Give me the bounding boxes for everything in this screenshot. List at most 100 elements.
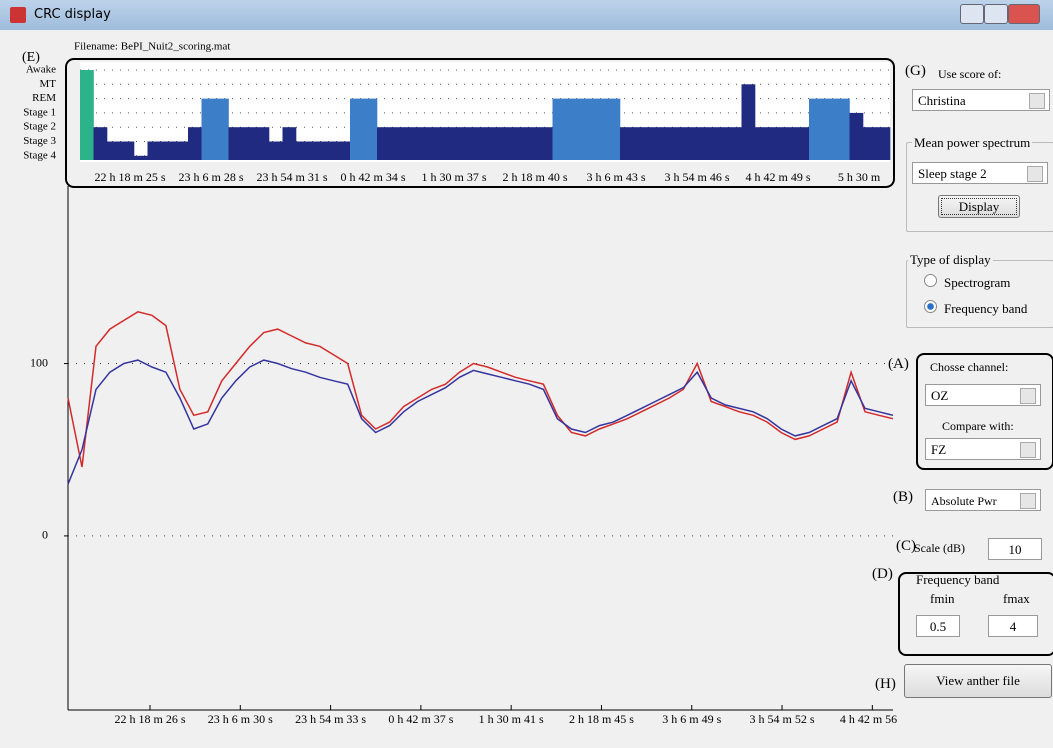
series-line [67, 359, 894, 485]
stage-bar [593, 98, 607, 160]
stage-bar [809, 98, 823, 160]
stage-bar [660, 127, 675, 160]
stage-bar [404, 127, 418, 160]
view-file-button[interactable]: View anther file [904, 664, 1052, 698]
stage-bar [336, 141, 351, 160]
close-button[interactable] [1008, 4, 1040, 24]
stage-bar [701, 127, 715, 160]
maximize-button[interactable] [984, 4, 1008, 24]
stage-bar [498, 127, 513, 160]
stage-bar [323, 141, 337, 160]
stage-label: Stage 3 [23, 135, 56, 147]
stage-bar [134, 155, 148, 160]
stage-bar [161, 141, 175, 160]
panel-label: (H) [875, 676, 896, 692]
compare-dropdown[interactable]: FZ [925, 438, 1041, 460]
stage-label: REM [32, 92, 56, 104]
stage-bar [215, 98, 229, 160]
x-tick-label: 3 h 6 m 49 s [662, 712, 721, 726]
x-tick-label: 0 h 42 m 34 s [340, 170, 405, 184]
label: Use score of: [938, 67, 1002, 81]
stage-bar [674, 127, 688, 160]
stage-label: Awake [26, 64, 56, 76]
x-tick-label: 23 h 54 m 31 s [256, 170, 327, 184]
window-title: CRC display [34, 7, 111, 22]
display-button[interactable]: Display [938, 195, 1020, 218]
stage-bar [120, 141, 135, 160]
stage-bar [714, 127, 729, 160]
x-tick-label: 2 h 18 m 40 s [502, 170, 567, 184]
radio-button[interactable] [924, 274, 937, 287]
stage-bar [309, 141, 324, 160]
x-tick-label: 1 h 30 m 41 s [479, 712, 544, 726]
stage-bar [80, 70, 94, 160]
stage-bar [471, 127, 486, 160]
stage-label: Stage 4 [23, 149, 56, 161]
group-title: Frequency band [916, 572, 1000, 587]
radio-button-selected[interactable] [924, 300, 937, 313]
group-box [906, 142, 1053, 232]
channel-dropdown[interactable]: OZ [925, 384, 1041, 406]
plots: Filename: BePI_Nuit2_scoring.mat (E) Awa… [22, 41, 900, 726]
x-tick-label: 4 h 42 m 49 s [745, 170, 810, 184]
stage-dropdown[interactable]: Sleep stage 2 [912, 162, 1048, 184]
stage-label: Stage 1 [23, 106, 56, 118]
x-tick-label: 23 h 6 m 30 s [208, 712, 273, 726]
scale-input[interactable]: 10 [988, 538, 1042, 560]
stage-bar [755, 127, 769, 160]
stage-bar [728, 127, 742, 160]
stage-bar [350, 98, 364, 160]
stage-bar [552, 98, 567, 160]
stage-bar [174, 141, 189, 160]
x-tick-label: 0 h 42 m 37 s [388, 712, 453, 726]
label: Compare with: [942, 419, 1014, 433]
stage-bar [431, 127, 445, 160]
stage-bar [849, 112, 864, 160]
stage-bar [107, 141, 121, 160]
x-tick-label: 3 h 6 m 43 s [586, 170, 645, 184]
panel-label: (A) [888, 356, 909, 372]
stage-bar [444, 127, 459, 160]
scorer-dropdown[interactable]: Christina [912, 89, 1050, 111]
radio-label: Frequency band [944, 301, 1028, 316]
panel-label: (C) [896, 538, 916, 554]
stage-bar [458, 127, 472, 160]
x-tick-label: 3 h 54 m 46 s [664, 170, 729, 184]
stage-bar [647, 127, 661, 160]
x-tick-label: 22 h 18 m 26 s [114, 712, 185, 726]
group-title: Mean power spectrum [912, 135, 1033, 151]
stage-bar [633, 127, 648, 160]
stage-bar [620, 127, 634, 160]
stage-bar [876, 127, 891, 160]
y-tick-label: 0 [42, 528, 48, 542]
fmax-input[interactable]: 4 [988, 615, 1038, 637]
panel-label: (D) [872, 566, 893, 582]
stage-bar [417, 127, 432, 160]
power-dropdown[interactable]: Absolute Pwr [925, 489, 1041, 511]
x-tick-label: 2 h 18 m 45 s [569, 712, 634, 726]
stage-bar [390, 127, 405, 160]
stage-bar [525, 127, 540, 160]
radio-label: Spectrogram [944, 275, 1011, 290]
x-tick-label: 4 h 42 m 56 s [840, 712, 900, 726]
stage-bar [566, 98, 580, 160]
stage-bar [485, 127, 499, 160]
x-tick-label: 5 h 30 m [838, 170, 881, 184]
label: fmax [1003, 591, 1030, 606]
stage-bar [822, 98, 837, 160]
label: fmin [930, 591, 955, 606]
stage-bar [795, 127, 810, 160]
stage-bar [188, 127, 202, 160]
stage-bar [377, 127, 391, 160]
stage-bar [606, 98, 621, 160]
panel-label: (E) [22, 50, 40, 65]
group-box [906, 260, 1053, 328]
stage-bar [269, 141, 283, 160]
fmin-input[interactable]: 0.5 [916, 615, 960, 637]
panel-label: (G) [905, 63, 926, 79]
minimize-button[interactable] [960, 4, 984, 24]
stage-bar [768, 127, 783, 160]
stage-bar [741, 84, 756, 160]
stage-bar [201, 98, 216, 160]
